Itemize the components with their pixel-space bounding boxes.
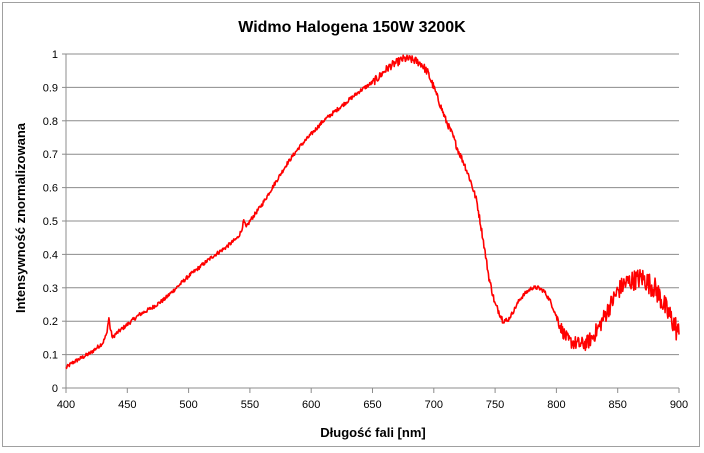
x-tick-label-2: 500 (179, 399, 197, 411)
chart-frame: Widmo Halogena 150W 3200K 0 0.1 0.2 0.3 0.4 0… (2, 2, 700, 447)
x-tick-label-1: 450 (118, 399, 136, 411)
x-tick-label-9: 850 (609, 399, 627, 411)
y-tick-label-6: 0.6 (43, 183, 58, 195)
x-tick-label-6: 700 (425, 399, 443, 411)
y-tick-label-2: 0.2 (43, 316, 58, 328)
y-tick-label-5: 0.5 (43, 216, 58, 228)
x-tick-label-10: 900 (670, 399, 688, 411)
x-tick-label-8: 800 (547, 399, 565, 411)
x-tick-label-5: 650 (363, 399, 381, 411)
x-tick-label-7: 750 (486, 399, 504, 411)
y-tick-label-7: 0.7 (43, 149, 58, 161)
chart-title: Widmo Halogena 150W 3200K (238, 19, 466, 36)
spectrum-chart: Widmo Halogena 150W 3200K 00.10.20.30.40… (13, 19, 688, 440)
y-tick-label-3: 0.3 (43, 283, 58, 295)
y-tick-label-9: 0.9 (43, 82, 58, 94)
y-tick-label-1: 0.1 (43, 350, 58, 362)
y-tick-label-10: 1 (52, 49, 58, 61)
x-tick-label-0: 400 (57, 399, 75, 411)
x-tick-label-3: 550 (241, 399, 259, 411)
x-tick-labels: 400 450 500 550 600 650 700 750 800 850 900 (57, 399, 688, 411)
axes (62, 53, 680, 393)
y-tick-labels: 0 0.1 0.2 0.3 0.4 0.5 0.6 0.7 0.8 0.9 1 (43, 49, 58, 395)
y-axis-label: Intensywność znormalizowana (13, 122, 28, 313)
series-line-0 (65, 54, 680, 370)
series-layer (65, 54, 680, 370)
grid-lines (66, 53, 679, 356)
x-tick-label-4: 600 (302, 399, 320, 411)
x-axis-label: Długość fali [nm] (320, 425, 425, 440)
y-tick-label-0: 0 (52, 383, 58, 395)
y-tick-label-4: 0.4 (43, 249, 58, 261)
y-tick-label-8: 0.8 (43, 116, 58, 128)
